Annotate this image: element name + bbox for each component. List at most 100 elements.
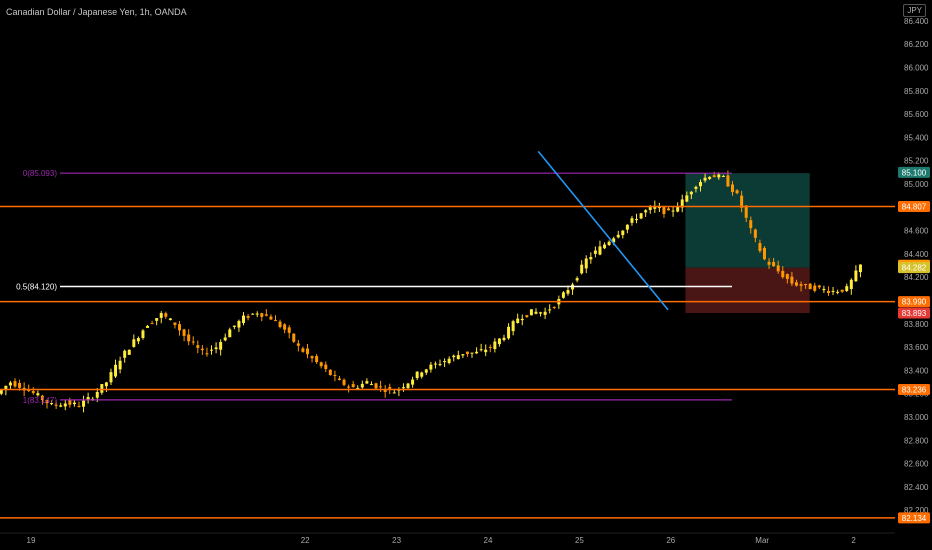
price-tag-label: 84.807 bbox=[902, 202, 927, 211]
candle-body bbox=[543, 311, 547, 315]
candle-body bbox=[141, 330, 145, 338]
fib-level-label: 1(83.147) bbox=[23, 396, 58, 405]
candle-body bbox=[456, 355, 460, 360]
candle-body bbox=[708, 176, 712, 179]
price-tick-label: 84.600 bbox=[904, 227, 929, 236]
position-zones bbox=[685, 173, 810, 313]
candle-body bbox=[36, 393, 40, 396]
candle-body bbox=[31, 391, 35, 394]
candle-body bbox=[493, 341, 497, 350]
candle-body bbox=[182, 329, 186, 336]
price-tick-label: 86.000 bbox=[904, 64, 929, 73]
candle-body bbox=[273, 320, 277, 322]
candle-body bbox=[168, 318, 172, 321]
candle-body bbox=[785, 274, 789, 279]
candle-body bbox=[452, 355, 456, 358]
candle-body bbox=[589, 257, 593, 260]
trendline[interactable] bbox=[537, 150, 669, 311]
candle-body bbox=[136, 338, 140, 342]
candle-body bbox=[379, 386, 383, 388]
price-tick-label: 84.400 bbox=[904, 250, 929, 259]
candle-body bbox=[525, 315, 529, 317]
chart-title: Canadian Dollar / Japanese Yen, 1h, OAND… bbox=[6, 7, 187, 17]
time-tick-label: 19 bbox=[27, 536, 36, 545]
candle-body bbox=[237, 320, 241, 328]
price-tick-label: 82.400 bbox=[904, 483, 929, 492]
candle-body bbox=[648, 207, 652, 210]
candle-body bbox=[639, 213, 643, 219]
candle-body bbox=[470, 352, 474, 354]
price-tag-label: 83.893 bbox=[902, 309, 927, 318]
candle-body bbox=[762, 247, 766, 260]
candle-body bbox=[758, 243, 762, 251]
candle-body bbox=[772, 262, 776, 267]
candle-body bbox=[717, 174, 721, 178]
candle-body bbox=[749, 220, 753, 229]
candle-body bbox=[676, 207, 680, 212]
candle-body bbox=[836, 291, 840, 293]
candle-body bbox=[411, 379, 415, 385]
candle-body bbox=[109, 372, 113, 383]
candle-body bbox=[406, 383, 410, 388]
candle-body bbox=[721, 175, 725, 177]
candle-body bbox=[159, 313, 163, 318]
candle-body bbox=[191, 341, 195, 343]
candle-body bbox=[86, 397, 90, 400]
candle-body bbox=[283, 324, 287, 330]
time-tick-label: Mar bbox=[755, 536, 769, 545]
candle-body bbox=[104, 382, 108, 387]
candle-body bbox=[205, 353, 209, 355]
candle-body bbox=[132, 339, 136, 347]
candle-body bbox=[671, 210, 675, 212]
candle-body bbox=[223, 337, 227, 341]
fib-level-label: 0(85.093) bbox=[23, 169, 58, 178]
candle-body bbox=[77, 405, 81, 407]
target-zone[interactable] bbox=[685, 173, 810, 268]
candle-body bbox=[548, 309, 552, 311]
candle-body bbox=[214, 347, 218, 350]
candle-body bbox=[315, 356, 319, 362]
horizontal-lines bbox=[0, 172, 895, 519]
candle-body bbox=[520, 318, 524, 321]
candle-body bbox=[753, 229, 757, 238]
price-tag-label: 84.282 bbox=[902, 264, 927, 273]
candle-body bbox=[849, 279, 853, 289]
candle-body bbox=[484, 349, 488, 353]
candle-body bbox=[584, 258, 588, 269]
candle-body bbox=[219, 342, 223, 350]
candle-body bbox=[255, 313, 259, 315]
candle-body bbox=[630, 218, 634, 223]
price-tick-label: 85.400 bbox=[904, 133, 929, 142]
candle-body bbox=[854, 270, 858, 282]
candle-body bbox=[831, 290, 835, 292]
candle-body bbox=[164, 313, 168, 317]
candle-body bbox=[260, 313, 264, 317]
candle-body bbox=[333, 374, 337, 376]
candle-body bbox=[826, 290, 830, 294]
candle-body bbox=[374, 383, 378, 389]
candle-body bbox=[703, 177, 707, 181]
candle-body bbox=[45, 400, 49, 404]
currency-badge[interactable]: JPY bbox=[903, 4, 926, 17]
candle-body bbox=[461, 354, 465, 356]
candle-body bbox=[305, 348, 309, 355]
candle-body bbox=[529, 309, 533, 316]
candle-body bbox=[685, 195, 689, 202]
candle-body bbox=[475, 351, 479, 354]
candles bbox=[0, 170, 862, 413]
time-tick-label: 25 bbox=[575, 536, 584, 545]
candle-body bbox=[804, 283, 808, 285]
candle-body bbox=[813, 285, 817, 291]
price-tag-label: 85.100 bbox=[902, 168, 927, 177]
trendline-group bbox=[537, 150, 669, 311]
candle-body bbox=[178, 324, 182, 331]
candle-body bbox=[625, 224, 629, 230]
candle-body bbox=[356, 387, 360, 389]
price-tick-label: 82.600 bbox=[904, 460, 929, 469]
stop-zone[interactable] bbox=[685, 267, 810, 313]
candle-body bbox=[8, 382, 12, 386]
price-tag-label: 83.990 bbox=[902, 298, 927, 307]
candle-body bbox=[388, 387, 392, 389]
candle-body bbox=[497, 338, 501, 345]
